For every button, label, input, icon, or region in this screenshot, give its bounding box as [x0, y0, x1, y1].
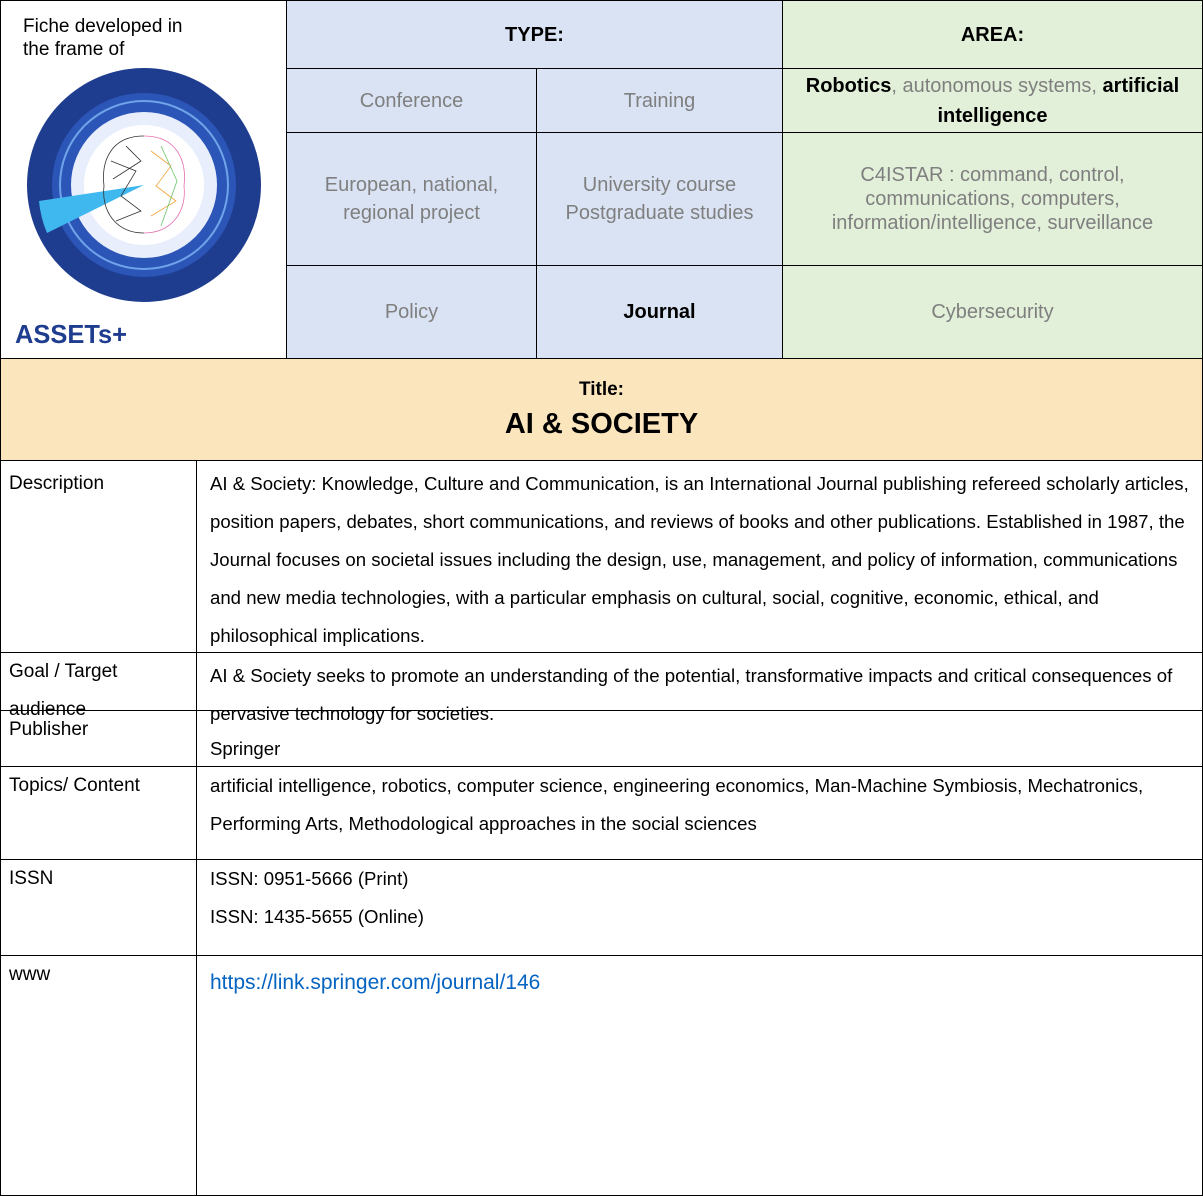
detail-label: Publisher	[0, 710, 197, 767]
area-text: Cybersecurity	[931, 297, 1053, 327]
area-segment: Cybersecurity	[931, 301, 1054, 323]
logo-cell: Fiche developed in the frame of ASSETs+	[0, 0, 287, 359]
detail-content: AI & Society seeks to promote an underst…	[196, 652, 1203, 724]
detail-content: AI & Society: Knowledge, Culture and Com…	[196, 460, 1203, 653]
link[interactable]: https://link.springer.com/journal/146	[210, 971, 541, 994]
fiche-note: Fiche developed in the frame of	[23, 16, 183, 60]
area-cell: C4ISTAR : command, control, communicatio…	[782, 132, 1203, 266]
type-heading: TYPE:	[286, 0, 783, 69]
detail-text: AI & Society seeks to promote an underst…	[210, 665, 1173, 724]
title-text: AI & SOCIETY	[504, 407, 699, 440]
detail-content: https://link.springer.com/journal/146	[196, 955, 1203, 1196]
title-band: Title: AI & SOCIETY	[0, 358, 1203, 461]
detail-label: Goal / Target audience	[0, 652, 197, 720]
detail-label: ISSN	[0, 859, 197, 956]
title-label: Title:	[578, 378, 625, 400]
area-segment: artificial intelligence	[937, 74, 1180, 127]
detail-label: Topics/ Content	[0, 766, 197, 860]
detail-label: Description	[0, 460, 197, 653]
area-cell: Robotics, autonomous systems, artificial…	[782, 68, 1203, 133]
area-text: Robotics, autonomous systems, artificial…	[797, 71, 1188, 131]
area-text: C4ISTAR : command, control, communicatio…	[797, 163, 1188, 235]
area-segment: , autonomous systems,	[891, 74, 1103, 97]
detail-content: Springer	[196, 710, 1203, 767]
type-cell: University course Postgraduate studies	[536, 132, 783, 266]
type-cell: Journal	[536, 265, 783, 359]
detail-text: artificial intelligence, robotics, compu…	[210, 775, 1144, 834]
area-segment: Robotics	[805, 74, 892, 97]
detail-label: www	[0, 955, 197, 1196]
detail-text: ISSN: 1435-5655 (Online)	[210, 906, 424, 927]
area-heading: AREA:	[782, 0, 1203, 69]
type-cell: Conference	[286, 68, 537, 133]
logo: ASSETs+	[15, 68, 261, 349]
detail-content: artificial intelligence, robotics, compu…	[196, 766, 1203, 860]
detail-text: Springer	[210, 738, 281, 759]
type-cell: Policy	[286, 265, 537, 359]
detail-text: AI & Society: Knowledge, Culture and Com…	[210, 473, 1189, 646]
area-segment: C4ISTAR : command, control, communicatio…	[831, 164, 1154, 234]
detail-text: ISSN: 0951-5666 (Print)	[210, 868, 409, 889]
area-cell: Cybersecurity	[782, 265, 1203, 359]
type-cell: Training	[536, 68, 783, 133]
detail-content: ISSN: 0951-5666 (Print) ISSN: 1435-5655 (…	[196, 859, 1203, 956]
logo-label: ASSETs+	[15, 319, 127, 349]
type-cell: European, national, regional project	[286, 132, 537, 266]
